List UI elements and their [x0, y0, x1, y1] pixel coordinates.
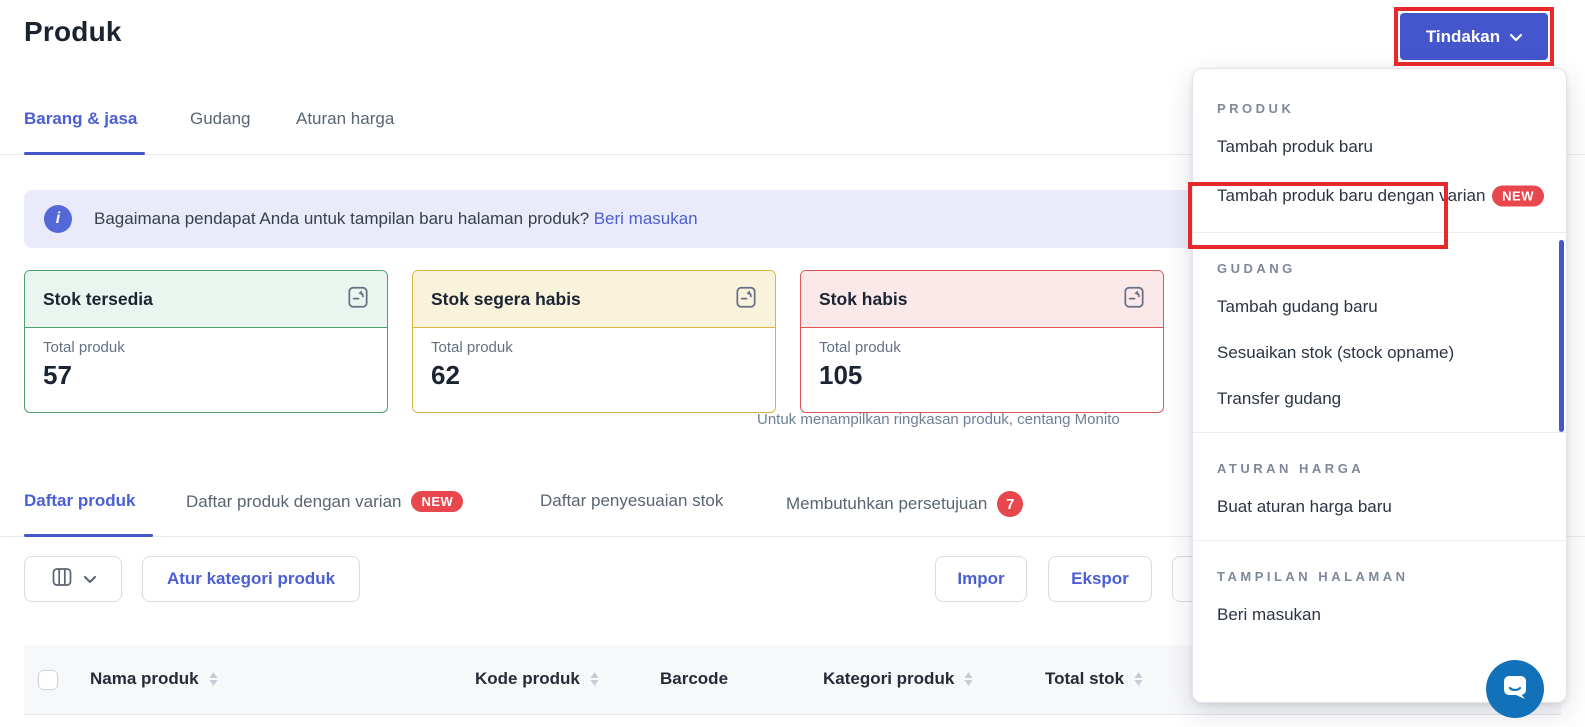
- table-body-start: [24, 715, 1561, 727]
- tab-barang-jasa[interactable]: Barang & jasa: [24, 109, 138, 128]
- columns-toggle-button[interactable]: [24, 556, 122, 602]
- card-value: 105: [819, 360, 863, 390]
- report-icon[interactable]: [345, 284, 371, 315]
- sort-icon[interactable]: [209, 672, 218, 686]
- card-label: Total produk: [43, 339, 125, 356]
- summary-hint-text: Untuk menampilkan ringkasan produk, cent…: [757, 411, 1120, 428]
- caret-down-icon: [1510, 27, 1523, 47]
- stat-card-stok-segera-habis: Stok segera habis Total produk 62: [412, 270, 776, 413]
- sort-icon[interactable]: [964, 672, 973, 686]
- stat-card-stok-habis: Stok habis Total produk 105: [800, 270, 1164, 413]
- tab-daftar-produk-varian[interactable]: Daftar produk dengan varian NEW: [186, 491, 464, 512]
- stat-card-stok-tersedia: Stok tersedia Total produk 57: [24, 270, 388, 413]
- tab-daftar-penyesuaian-stok[interactable]: Daftar penyesuaian stok: [540, 491, 724, 510]
- card-title: Stok segera habis: [431, 288, 581, 309]
- count-badge: 7: [997, 491, 1024, 517]
- tindakan-button[interactable]: Tindakan: [1400, 13, 1548, 60]
- column-header-barcode[interactable]: Barcode: [660, 669, 729, 688]
- page-title: Produk: [24, 16, 122, 47]
- card-title: Stok habis: [819, 288, 908, 309]
- card-title: Stok tersedia: [43, 288, 153, 309]
- menu-section-aturan-harga: ATURAN HARGA: [1217, 461, 1365, 477]
- export-button[interactable]: Ekspor: [1048, 556, 1152, 602]
- card-label: Total produk: [819, 339, 901, 356]
- secondary-tab-bar: Daftar produk Daftar produk dengan varia…: [0, 480, 1585, 537]
- column-header-kode-produk[interactable]: Kode produk: [475, 669, 599, 689]
- menu-item-tambah-produk-baru-dengan-varian[interactable]: Tambah produk baru dengan varian NEW: [1193, 170, 1566, 222]
- menu-section-produk: PRODUK: [1217, 101, 1295, 116]
- banner-text: Bagaimana pendapat Anda untuk tampilan b…: [94, 209, 590, 228]
- menu-item-sesuaikan-stok[interactable]: Sesuaikan stok (stock opname): [1217, 343, 1455, 363]
- caret-down-icon: [84, 569, 96, 589]
- menu-divider: [1193, 432, 1566, 434]
- card-value: 62: [431, 360, 460, 390]
- column-header-nama-produk[interactable]: Nama produk: [90, 669, 218, 689]
- column-header-total-stok[interactable]: Total stok: [1045, 669, 1143, 689]
- report-icon[interactable]: [1121, 284, 1147, 315]
- tab-aturan-harga[interactable]: Aturan harga: [296, 109, 395, 128]
- info-icon: i: [44, 205, 72, 233]
- menu-section-tampilan-halaman: TAMPILAN HALAMAN: [1217, 569, 1409, 585]
- columns-icon: [50, 565, 74, 594]
- tab-membutuhkan-persetujuan[interactable]: Membutuhkan persetujuan 7: [786, 491, 1024, 517]
- tindakan-button-label: Tindakan: [1425, 26, 1501, 46]
- menu-section-gudang: GUDANG: [1217, 261, 1296, 277]
- column-header-kategori-produk[interactable]: Kategori produk: [823, 669, 973, 689]
- chat-launcher-button[interactable]: [1486, 660, 1544, 718]
- chat-bubble-icon: [1499, 671, 1531, 708]
- active-tab-underline: [24, 534, 153, 537]
- menu-divider: [1193, 540, 1566, 542]
- tindakan-dropdown-menu: PRODUK Tambah produk baru Tambah produk …: [1192, 68, 1567, 703]
- new-badge: NEW: [1492, 185, 1544, 207]
- menu-item-transfer-gudang[interactable]: Transfer gudang: [1217, 389, 1342, 409]
- banner-feedback-link[interactable]: Beri masukan: [593, 209, 698, 228]
- dropdown-scrollbar-thumb[interactable]: [1559, 240, 1564, 432]
- menu-item-beri-masukan[interactable]: Beri masukan: [1217, 605, 1321, 625]
- menu-item-buat-aturan-harga-baru[interactable]: Buat aturan harga baru: [1217, 497, 1392, 517]
- import-button[interactable]: Impor: [935, 556, 1027, 602]
- menu-divider: [1193, 232, 1566, 234]
- sort-icon[interactable]: [1134, 672, 1143, 686]
- tab-daftar-produk[interactable]: Daftar produk: [24, 491, 136, 510]
- card-value: 57: [43, 360, 72, 390]
- new-badge: NEW: [411, 491, 464, 512]
- active-tab-underline: [24, 152, 145, 155]
- menu-item-tambah-gudang-baru[interactable]: Tambah gudang baru: [1217, 297, 1378, 317]
- menu-item-tambah-produk-baru[interactable]: Tambah produk baru: [1217, 137, 1373, 156]
- manage-categories-button[interactable]: Atur kategori produk: [142, 556, 360, 602]
- sort-icon[interactable]: [590, 672, 599, 686]
- select-all-checkbox[interactable]: [38, 670, 58, 690]
- primary-tab-bar: Barang & jasa Gudang Aturan harga: [0, 100, 1585, 155]
- report-icon[interactable]: [733, 284, 759, 315]
- card-label: Total produk: [431, 339, 513, 356]
- tab-gudang[interactable]: Gudang: [190, 109, 251, 128]
